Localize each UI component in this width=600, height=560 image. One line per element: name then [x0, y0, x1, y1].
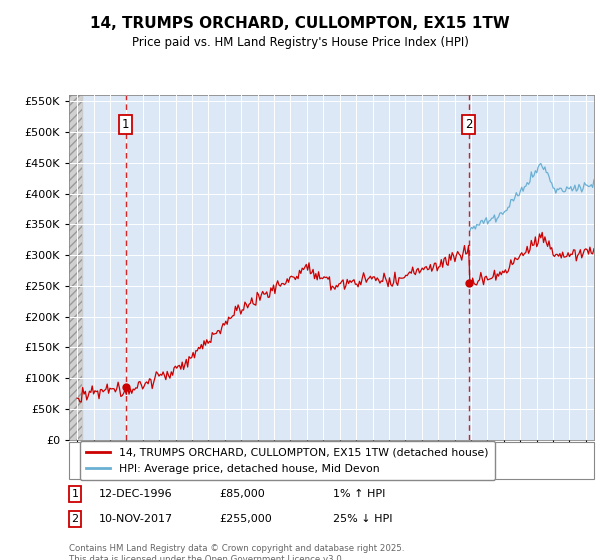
Text: 2: 2	[465, 118, 472, 131]
Bar	[69, 95, 82, 440]
Text: 2: 2	[71, 514, 79, 524]
Text: 1: 1	[71, 489, 79, 499]
Bar	[69, 95, 82, 440]
Text: 25% ↓ HPI: 25% ↓ HPI	[333, 514, 392, 524]
Text: Price paid vs. HM Land Registry's House Price Index (HPI): Price paid vs. HM Land Registry's House …	[131, 36, 469, 49]
Legend: 14, TRUMPS ORCHARD, CULLOMPTON, EX15 1TW (detached house), HPI: Average price, d: 14, TRUMPS ORCHARD, CULLOMPTON, EX15 1TW…	[80, 441, 494, 480]
FancyBboxPatch shape	[69, 442, 594, 479]
Text: 10-NOV-2017: 10-NOV-2017	[99, 514, 173, 524]
Text: Contains HM Land Registry data © Crown copyright and database right 2025.
This d: Contains HM Land Registry data © Crown c…	[69, 544, 404, 560]
Text: 14, TRUMPS ORCHARD, CULLOMPTON, EX15 1TW: 14, TRUMPS ORCHARD, CULLOMPTON, EX15 1TW	[90, 16, 510, 31]
Text: 1: 1	[122, 118, 130, 131]
Text: 12-DEC-1996: 12-DEC-1996	[99, 489, 173, 499]
Text: £85,000: £85,000	[219, 489, 265, 499]
Text: 1% ↑ HPI: 1% ↑ HPI	[333, 489, 385, 499]
Text: £255,000: £255,000	[219, 514, 272, 524]
